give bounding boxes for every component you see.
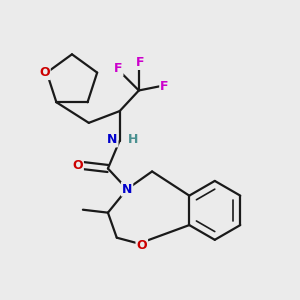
- Text: F: F: [160, 80, 169, 93]
- Text: H: H: [128, 134, 138, 146]
- Text: O: O: [72, 159, 83, 172]
- Text: N: N: [122, 183, 132, 196]
- Text: O: O: [39, 66, 50, 79]
- Text: F: F: [114, 62, 122, 76]
- Text: O: O: [136, 239, 147, 252]
- Text: N: N: [107, 134, 118, 146]
- Text: F: F: [136, 56, 145, 69]
